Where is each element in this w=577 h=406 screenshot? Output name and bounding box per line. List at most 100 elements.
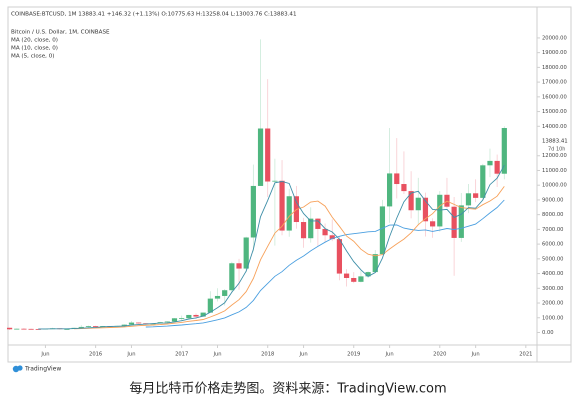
y-tick-label: 10000.00 (542, 183, 567, 189)
legend-entry: MA (5, close, 0) (11, 54, 54, 60)
last-price-label: 13883.41 (542, 139, 568, 145)
candle-body (64, 329, 70, 330)
candle-body (372, 254, 378, 273)
candle-body (236, 263, 242, 269)
moving-average (145, 199, 505, 328)
x-tick-label: 2020 (433, 352, 446, 358)
candle-body (401, 184, 407, 192)
x-tick-label: 2016 (89, 352, 102, 358)
candle-body (322, 228, 328, 236)
candle-body (480, 165, 486, 198)
y-tick-label: 4000.00 (542, 271, 563, 277)
caption: 每月比特币价格走势图。资料来源：TradingView.com (129, 381, 446, 397)
x-tick-label: Jun (126, 352, 135, 358)
legend-entry: MA (10, close, 0) (11, 46, 58, 52)
x-tick-label: Jun (385, 352, 394, 358)
y-tick-label: 7000.00 (542, 227, 563, 233)
y-tick-label: 1000.00 (542, 315, 563, 321)
candle-body (171, 318, 178, 322)
x-tick-label: 2018 (261, 352, 274, 358)
candle-body (465, 193, 472, 206)
y-tick-label: 20000.00 (542, 35, 567, 41)
candle-body (78, 326, 84, 328)
candle-body (35, 329, 41, 330)
moving-average (38, 164, 505, 330)
candle-body (179, 318, 185, 319)
moving-average (74, 186, 505, 330)
logo-icon (17, 365, 23, 371)
y-tick-label: 6000.00 (542, 242, 563, 248)
y-tick-label: 17000.00 (542, 80, 567, 86)
candle-body (430, 221, 436, 227)
y-tick-label: 11000.00 (542, 168, 567, 174)
candle-body (415, 197, 421, 211)
candle-body (487, 160, 493, 166)
candle-body (136, 322, 142, 324)
candle-body (207, 298, 213, 313)
candle-body (193, 314, 199, 317)
x-tick-label: Jun (212, 352, 221, 358)
x-tick-label: 2021 (519, 352, 532, 358)
chart-title: Bitcoin / U.S. Dollar, 1M, COINBASE (11, 30, 110, 36)
x-tick-label: Jun (471, 352, 480, 358)
y-tick-label: 19000.00 (542, 50, 567, 56)
candle-body (85, 326, 92, 327)
candle-body (394, 173, 400, 185)
candle-body (121, 324, 127, 326)
candle-body (315, 218, 321, 229)
candle-body (272, 180, 278, 182)
x-tick-label: 2019 (347, 352, 360, 358)
candle-body (93, 326, 99, 328)
legend-entry: MA (20, close, 0) (11, 38, 58, 44)
candle-body (6, 327, 13, 330)
candle-body (186, 314, 192, 319)
candle-body (329, 235, 335, 240)
candle-body (501, 128, 507, 174)
candle-body (308, 218, 314, 239)
candle-body (200, 312, 206, 317)
candle-body (128, 322, 135, 325)
candle-body (343, 273, 350, 278)
y-tick-label: 12000.00 (542, 153, 567, 159)
candle-body (458, 205, 464, 238)
candle-body (351, 277, 357, 282)
candle-body (386, 173, 393, 207)
y-tick-label: 0.00 (542, 330, 554, 336)
y-tick-label: 3000.00 (542, 286, 563, 292)
candle-body (437, 194, 443, 227)
x-tick-label: Jun (299, 352, 308, 358)
candle-body (358, 276, 364, 282)
y-tick-label: 16000.00 (542, 94, 567, 100)
candle-body (286, 196, 292, 231)
y-tick-label: 9000.00 (542, 197, 563, 203)
candle-body (473, 193, 479, 198)
y-tick-label: 5000.00 (542, 256, 563, 262)
candle-body (279, 180, 285, 231)
candle-body (222, 290, 228, 296)
candle-body (229, 263, 235, 291)
candle-body (494, 160, 500, 174)
brand-logo: TradingView (12, 365, 61, 373)
y-tick-label: 14000.00 (542, 124, 567, 130)
candle-body (451, 206, 457, 238)
candle-body (164, 321, 170, 323)
candle-body (14, 328, 20, 330)
brand-text: TradingView (24, 366, 61, 373)
header: COINBASE:BTCUSD, 1M 13883.41 +146.32 (+1… (11, 12, 297, 18)
y-tick-label: 15000.00 (542, 109, 567, 115)
y-tick-label: 18000.00 (542, 65, 567, 71)
y-tick-label: 2000.00 (542, 301, 563, 307)
x-tick-label: 2017 (175, 352, 188, 358)
candle-body (365, 272, 371, 277)
candle-body (379, 206, 386, 255)
candle-body (243, 237, 249, 269)
candle-body (214, 295, 221, 299)
y-tick-label: 8000.00 (542, 212, 563, 218)
candle-body (408, 191, 414, 211)
candle-body (336, 239, 343, 274)
candle-body (21, 328, 27, 330)
candle-body (265, 128, 271, 182)
x-tick-label: Jun (40, 352, 49, 358)
countdown-label: 7d 10h (548, 147, 565, 153)
